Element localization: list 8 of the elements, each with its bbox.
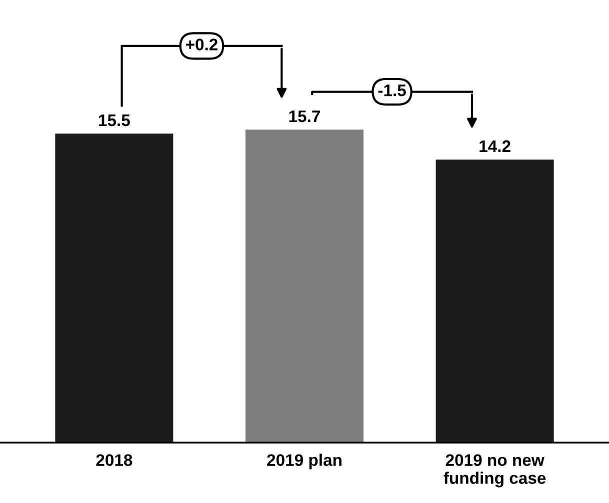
x-tick-label: 2019 no new funding case (444, 454, 546, 488)
data-label: 15.5 (99, 114, 130, 126)
text: +0.2 (186, 38, 218, 50)
text: -1.5 (378, 84, 406, 96)
x-tick-label: 2018 (96, 454, 132, 466)
data-label: 15.7 (289, 110, 320, 122)
x-tick-label: 2019 plan (267, 454, 342, 470)
data-label: 14.2 (480, 140, 510, 152)
